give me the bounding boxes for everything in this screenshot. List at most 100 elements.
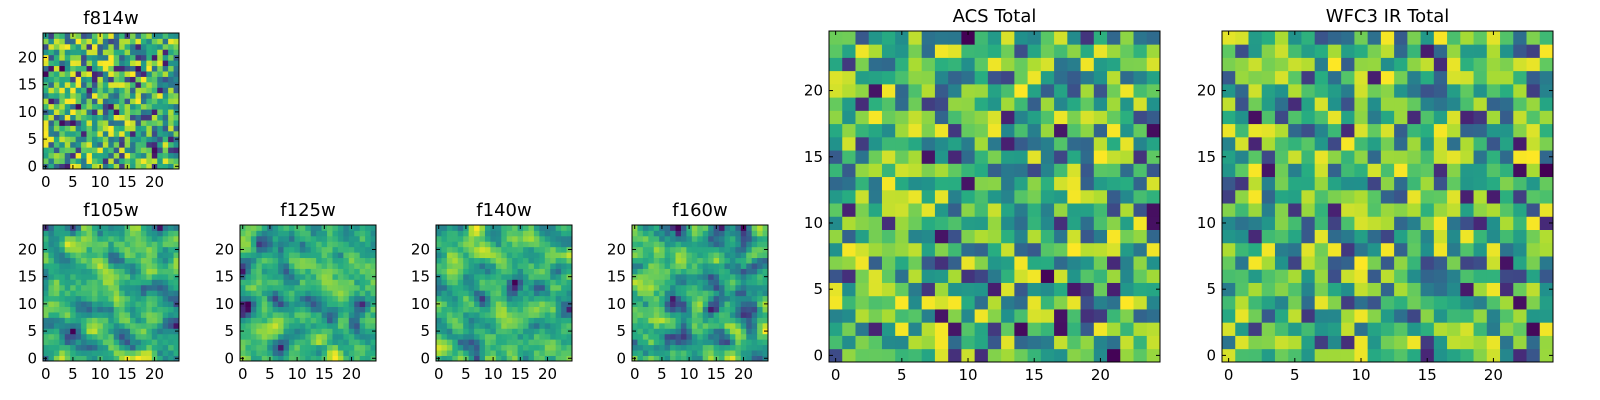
heatmap-cell [64, 230, 71, 237]
heatmap-cell [533, 230, 540, 237]
heatmap-cell [173, 322, 180, 329]
heatmap-cell [157, 54, 164, 61]
heatmap-cell [550, 339, 557, 346]
heatmap-cell [1261, 136, 1276, 151]
heatmap-cell [484, 339, 491, 346]
heatmap-cell [81, 279, 87, 286]
heatmap-cell [1394, 348, 1408, 363]
heatmap-cell [555, 263, 562, 269]
heatmap-cell [102, 301, 109, 307]
heatmap-cell [53, 301, 60, 307]
heatmap-cell [102, 125, 109, 132]
heatmap-cell [288, 322, 295, 329]
heatmap-cell [113, 241, 120, 248]
heatmap-cell [675, 241, 682, 248]
heatmap-cell [1486, 348, 1501, 363]
heatmap-cell [124, 109, 131, 115]
heatmap-cell [119, 355, 125, 362]
heatmap-cell [53, 295, 60, 302]
heatmap-cell [370, 241, 377, 248]
heatmap-cell [162, 130, 169, 137]
heatmap-cell [1420, 242, 1435, 257]
heatmap-cell [97, 71, 104, 77]
heatmap-cell [86, 147, 93, 154]
heatmap-cell [680, 279, 687, 286]
heatmap-cell [653, 306, 660, 313]
heatmap-cell [70, 268, 77, 275]
heatmap-cell [146, 268, 153, 275]
heatmap-cell [528, 252, 535, 259]
heatmap-cell [1080, 348, 1095, 363]
heatmap-cell [305, 273, 312, 280]
heatmap-cell [162, 225, 169, 231]
heatmap-cell [632, 322, 638, 329]
heatmap-cell [724, 230, 731, 237]
heatmap-cell [855, 203, 870, 217]
heatmap-cell [64, 241, 71, 248]
heatmap-cell [474, 290, 480, 297]
heatmap-cell [75, 235, 82, 242]
heatmap-cell [59, 230, 66, 237]
x-tick-label: 20 [342, 365, 361, 383]
heatmap-cell [365, 268, 371, 275]
heatmap-cell [140, 230, 147, 237]
axes-frame [1221, 30, 1554, 363]
heatmap-cell [452, 312, 459, 318]
heatmap-cell [632, 306, 638, 313]
heatmap-cell [91, 130, 98, 137]
heatmap-cell [86, 103, 93, 110]
heatmap-cell [842, 176, 856, 191]
heatmap-cell [452, 225, 459, 231]
heatmap-cell [751, 235, 758, 242]
heatmap-cell [702, 257, 709, 264]
heatmap-cell [151, 114, 158, 121]
heatmap-cell [921, 31, 936, 45]
heatmap-cell [868, 97, 883, 111]
heatmap-cell [70, 98, 77, 105]
heatmap-cell [632, 333, 638, 340]
heatmap-cell [735, 339, 742, 346]
heatmap-cell [327, 235, 333, 242]
heatmap-cell [316, 295, 322, 302]
heatmap-cell [1407, 322, 1421, 336]
heatmap-cell [868, 31, 883, 45]
heatmap-cell [1380, 295, 1395, 310]
heatmap-cell [855, 309, 870, 323]
heatmap-cell [463, 230, 470, 237]
heatmap-cell [332, 290, 339, 297]
heatmap-cell [59, 328, 66, 335]
y-tick-label: 15 [18, 268, 37, 286]
heatmap-cell [332, 235, 339, 242]
heatmap-cell [1040, 163, 1055, 178]
heatmap-cell [91, 147, 98, 154]
heatmap-cell [648, 273, 655, 280]
heatmap-cell [501, 306, 508, 313]
heatmap-cell [468, 344, 475, 351]
heatmap-cell [370, 306, 377, 313]
heatmap-cell [1248, 322, 1263, 336]
heatmap-cell [457, 317, 464, 324]
heatmap-cell [757, 252, 763, 259]
heatmap-cell [974, 57, 989, 72]
heatmap-cell [64, 49, 71, 56]
heatmap-cell [113, 54, 120, 61]
heatmap-cell [70, 158, 77, 164]
heatmap-cell [908, 335, 923, 350]
heatmap-cell [48, 290, 55, 297]
heatmap-cell [1394, 136, 1408, 151]
heatmap-cell [751, 333, 758, 340]
heatmap-cell [1093, 150, 1108, 164]
heatmap-cell [288, 328, 295, 335]
heatmap-cell [348, 246, 355, 253]
heatmap-cell [97, 147, 104, 154]
heatmap-cell [168, 257, 174, 264]
heatmap-cell [1027, 322, 1042, 336]
heatmap-cell [539, 322, 546, 329]
heatmap-cell [240, 257, 246, 264]
heatmap-cell [474, 230, 480, 237]
heatmap-cell [283, 284, 290, 291]
heatmap-cell [474, 355, 480, 362]
heatmap-cell [1341, 44, 1355, 58]
heatmap-cell [1027, 176, 1042, 191]
